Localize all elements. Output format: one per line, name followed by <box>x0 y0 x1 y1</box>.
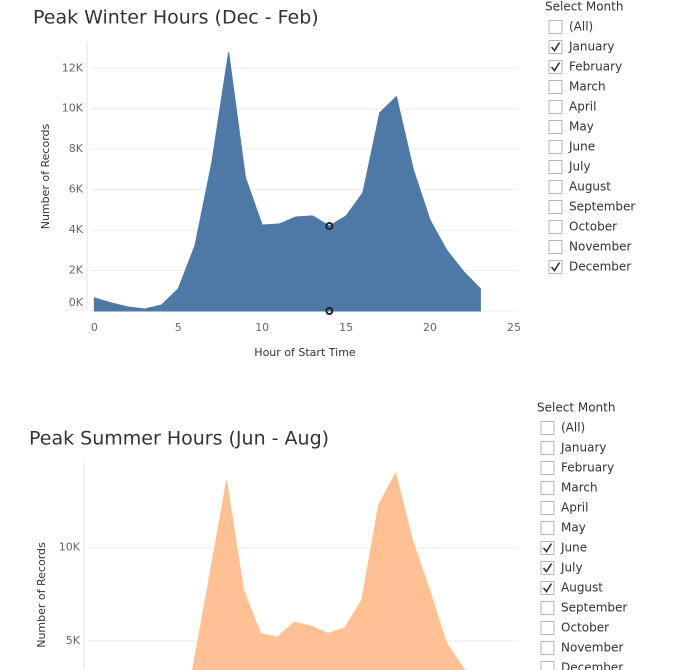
check-mark <box>550 42 561 52</box>
checkbox-label[interactable]: (All) <box>569 20 593 34</box>
checkbox[interactable] <box>540 581 555 595</box>
checkbox[interactable] <box>540 561 555 575</box>
checkbox-label[interactable]: September <box>569 200 635 214</box>
chart-title: Peak Summer Hours (Jun - Aug) <box>29 428 329 450</box>
checkbox[interactable] <box>548 260 563 274</box>
checkbox-label[interactable]: August <box>561 581 603 595</box>
x-tick-label: 0 <box>91 321 98 334</box>
y-axis-label: Number of Records <box>35 542 48 648</box>
area <box>93 52 481 312</box>
checkbox[interactable] <box>540 521 555 535</box>
checkbox-label[interactable]: July <box>560 561 583 575</box>
checkbox[interactable] <box>540 601 555 615</box>
x-axis-label: Hour of Start Time <box>254 346 356 359</box>
x-tick-label: 5 <box>175 321 182 334</box>
checkbox-label[interactable]: May <box>561 521 586 535</box>
hover-marker <box>325 222 334 231</box>
x-tick-label: 15 <box>339 321 353 334</box>
check-mark <box>542 583 553 593</box>
checkbox-label[interactable]: September <box>561 601 627 615</box>
checkbox-label[interactable]: December <box>569 260 631 274</box>
y-tick-label: 10K <box>59 541 81 554</box>
checkbox[interactable] <box>548 100 563 114</box>
x-tick-label: 10 <box>255 321 269 334</box>
checkbox-label[interactable]: June <box>560 541 587 555</box>
filter-title: Select Month <box>545 0 623 14</box>
check-mark <box>550 62 561 72</box>
filter-title: Select Month <box>537 401 615 415</box>
y-axis-label: Number of Records <box>39 123 52 229</box>
checkbox-label[interactable]: February <box>561 461 614 475</box>
checkbox[interactable] <box>540 501 555 515</box>
checkbox[interactable] <box>548 120 563 134</box>
checkbox[interactable] <box>540 621 555 635</box>
checkbox[interactable] <box>548 140 563 154</box>
checkbox-label[interactable]: April <box>561 501 588 515</box>
y-tick-label: 10K <box>62 102 84 115</box>
check-mark <box>550 262 561 272</box>
checkbox-label[interactable]: August <box>569 180 611 194</box>
checkbox[interactable] <box>540 661 555 670</box>
checkbox-label[interactable]: January <box>568 40 615 54</box>
checkbox[interactable] <box>540 421 555 435</box>
checkbox[interactable] <box>548 200 563 214</box>
x-tick-label: 25 <box>507 321 521 334</box>
hover-marker-base <box>325 307 334 315</box>
checkbox[interactable] <box>540 541 555 555</box>
checkbox[interactable] <box>548 20 563 34</box>
checkbox[interactable] <box>548 160 563 174</box>
checkbox-label[interactable]: December <box>561 661 623 670</box>
checkbox[interactable] <box>548 60 563 74</box>
checkbox-label[interactable]: June <box>568 140 595 154</box>
checkbox-label[interactable]: February <box>569 60 622 74</box>
checkbox-label[interactable]: April <box>569 100 596 114</box>
y-tick-label: 0K <box>69 296 84 309</box>
y-tick-label: 6K <box>69 183 84 196</box>
y-tick-label: 4K <box>69 223 84 236</box>
x-tick-label: 20 <box>423 321 437 334</box>
checkbox[interactable] <box>548 220 563 234</box>
checkbox-label[interactable]: October <box>569 220 617 234</box>
checkbox[interactable] <box>540 481 555 495</box>
checkbox[interactable] <box>548 40 563 54</box>
checkbox-label[interactable]: November <box>561 641 623 655</box>
check-mark <box>542 543 553 553</box>
checkbox[interactable] <box>548 240 563 254</box>
checkbox-label[interactable]: October <box>561 621 609 635</box>
y-tick-label: 2K <box>69 264 84 277</box>
checkbox-label[interactable]: November <box>569 240 631 254</box>
checkbox-label[interactable]: (All) <box>561 421 585 435</box>
y-tick-label: 12K <box>62 61 84 74</box>
check-mark <box>542 563 553 573</box>
checkbox[interactable] <box>540 441 555 455</box>
y-tick-label: 8K <box>69 142 84 155</box>
chart-title: Peak Winter Hours (Dec - Feb) <box>33 7 319 29</box>
checkbox[interactable] <box>540 461 555 475</box>
checkbox-label[interactable]: March <box>569 80 606 94</box>
checkbox[interactable] <box>540 641 555 655</box>
checkbox-label[interactable]: May <box>569 120 594 134</box>
checkbox-label[interactable]: July <box>568 160 591 174</box>
y-tick-label: 5K <box>66 634 81 647</box>
checkbox-label[interactable]: January <box>560 441 607 455</box>
checkbox-label[interactable]: March <box>561 481 598 495</box>
checkbox[interactable] <box>548 80 563 94</box>
area <box>191 471 466 670</box>
checkbox[interactable] <box>548 180 563 194</box>
